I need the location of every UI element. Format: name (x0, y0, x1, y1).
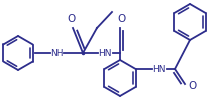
Text: O: O (117, 14, 125, 24)
Text: HN: HN (98, 49, 111, 57)
Text: O: O (67, 14, 75, 24)
Text: O: O (188, 81, 196, 91)
Text: HN: HN (152, 64, 165, 73)
Text: NH: NH (50, 49, 63, 57)
